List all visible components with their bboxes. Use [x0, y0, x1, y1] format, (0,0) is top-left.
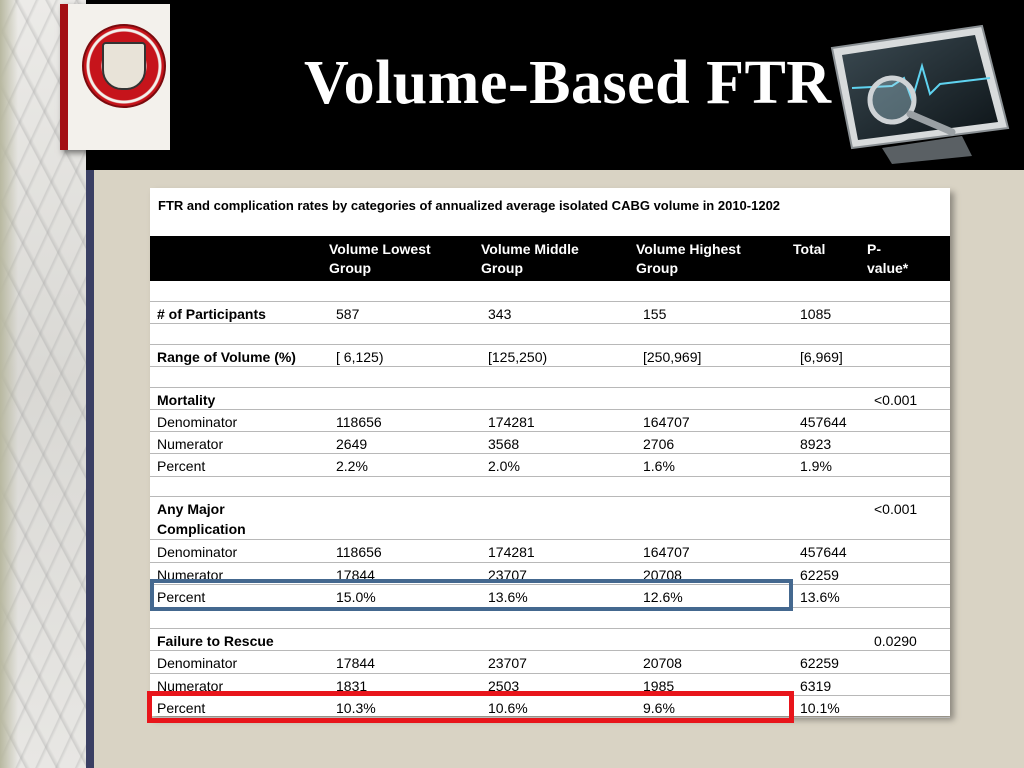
header-volume-lowest: Volume Lowest Group [329, 241, 431, 276]
table-cell: 1085 [800, 306, 832, 322]
table-cell: 17844 [336, 655, 375, 671]
row-label-line1: Any Major [157, 501, 225, 517]
row-label: Percent [157, 589, 206, 605]
logo-shield [102, 42, 146, 90]
table-cell: 8923 [800, 436, 832, 452]
row-label: Mortality [157, 392, 216, 408]
highlight-box-red [147, 691, 794, 723]
table-cell: 587 [336, 306, 360, 322]
row-label: Failure to Rescue [157, 633, 274, 649]
society-logo-icon [60, 4, 170, 150]
table-cell: 118656 [336, 544, 382, 560]
row-label: Numerator [157, 436, 224, 452]
table-cell: 2.2% [336, 458, 368, 474]
logo-seal [82, 24, 166, 108]
row-label: Numerator [157, 678, 224, 694]
header-volume-middle: Volume Middle Group [481, 241, 579, 276]
table-cell: 3568 [488, 436, 520, 452]
table-header-row: Volume Lowest Group Volume Middle Group Vo… [150, 236, 950, 281]
table-cell: 1.9% [800, 458, 832, 474]
row-label: Percent [157, 458, 206, 474]
table-row: Failure to Rescue 0.0290 [150, 629, 950, 651]
row-label: Denominator [157, 544, 238, 560]
table-cell: 6319 [800, 678, 832, 694]
table-cell: 62259 [800, 655, 839, 671]
table-cell: 164707 [643, 544, 690, 560]
slide-title: Volume-Based FTR [304, 49, 832, 117]
table-row [150, 477, 950, 497]
table-cell: 9.6% [643, 700, 675, 716]
row-label: Range of Volume (%) [157, 349, 296, 365]
header-p-value: P-value* [867, 241, 909, 276]
table-cell: 10.1% [800, 700, 840, 716]
table-cell: 457644 [800, 414, 847, 430]
table-row: Range of Volume (%) [ 6,125) [125,250) [250… [150, 345, 950, 367]
table-cell: [250,969] [643, 349, 702, 365]
table-cell: <0.001 [874, 501, 918, 517]
table-cell: 174281 [488, 544, 535, 560]
table-row [150, 281, 950, 302]
row-label: Any Major Complication [157, 499, 246, 539]
data-table: FTR and complication rates by categories… [150, 188, 950, 718]
table-cell: 155 [643, 306, 667, 322]
table-row: Denominator 118656 174281 164707 457644 [150, 410, 950, 432]
table-cell: 13.6% [488, 589, 528, 605]
row-label: Denominator [157, 414, 238, 430]
table-row: Denominator 118656 174281 164707 457644 [150, 540, 950, 563]
table-cell: 2706 [643, 436, 675, 452]
table-row [150, 367, 950, 388]
table-cell: 118656 [336, 414, 382, 430]
table-cell: 13.6% [800, 589, 840, 605]
table-row [150, 324, 950, 345]
table-cell: 62259 [800, 567, 839, 583]
table-cell: 1831 [336, 678, 368, 694]
highlight-box-blue [150, 579, 793, 611]
table-cell: 2.0% [488, 458, 520, 474]
table-cell: 10.6% [488, 700, 528, 716]
table-cell: 1985 [643, 678, 675, 694]
table-row: Denominator 17844 23707 20708 62259 [150, 651, 950, 674]
header-total: Total [793, 241, 826, 257]
table-cell: 1.6% [643, 458, 675, 474]
row-label: Percent [157, 700, 206, 716]
table-row: Mortality <0.001 [150, 388, 950, 410]
table-cell: <0.001 [874, 392, 918, 408]
table-row [150, 608, 950, 629]
row-label: # of Participants [157, 306, 266, 322]
table-row: Percent 2.2% 2.0% 1.6% 1.9% [150, 454, 950, 477]
table-cell: 174281 [488, 414, 535, 430]
table-cell: 10.3% [336, 700, 376, 716]
table-caption: FTR and complication rates by categories… [158, 198, 781, 213]
table-cell: 12.6% [643, 589, 683, 605]
row-label: Denominator [157, 655, 238, 671]
table-cell: 15.0% [336, 589, 376, 605]
row-label-line2: Complication [157, 521, 246, 537]
table-cell: 457644 [800, 544, 847, 560]
table-cell: 20708 [643, 655, 682, 671]
table-row: Any Major Complication <0.001 [150, 497, 950, 540]
table-cell: [125,250) [488, 349, 548, 365]
table-row: Percent 10.3% 10.6% 9.6% 10.1% [150, 696, 950, 718]
table-cell: 23707 [488, 655, 527, 671]
table-row: Numerator 2649 3568 2706 8923 [150, 432, 950, 454]
header-volume-highest: Volume Highest Group [636, 241, 741, 276]
table-cell: 2503 [488, 678, 520, 694]
table-cell: 2649 [336, 436, 368, 452]
monitor-magnifier-icon [830, 24, 1010, 164]
table-cell: 0.0290 [874, 633, 917, 649]
marble-edge [0, 0, 18, 768]
table-cell: 164707 [643, 414, 690, 430]
table-cell: [6,969] [800, 349, 843, 365]
left-accent-strip [86, 0, 94, 768]
table-cell: 343 [488, 306, 512, 322]
table-cell: [ 6,125) [336, 349, 384, 365]
table-row: # of Participants 587 343 155 1085 [150, 302, 950, 324]
